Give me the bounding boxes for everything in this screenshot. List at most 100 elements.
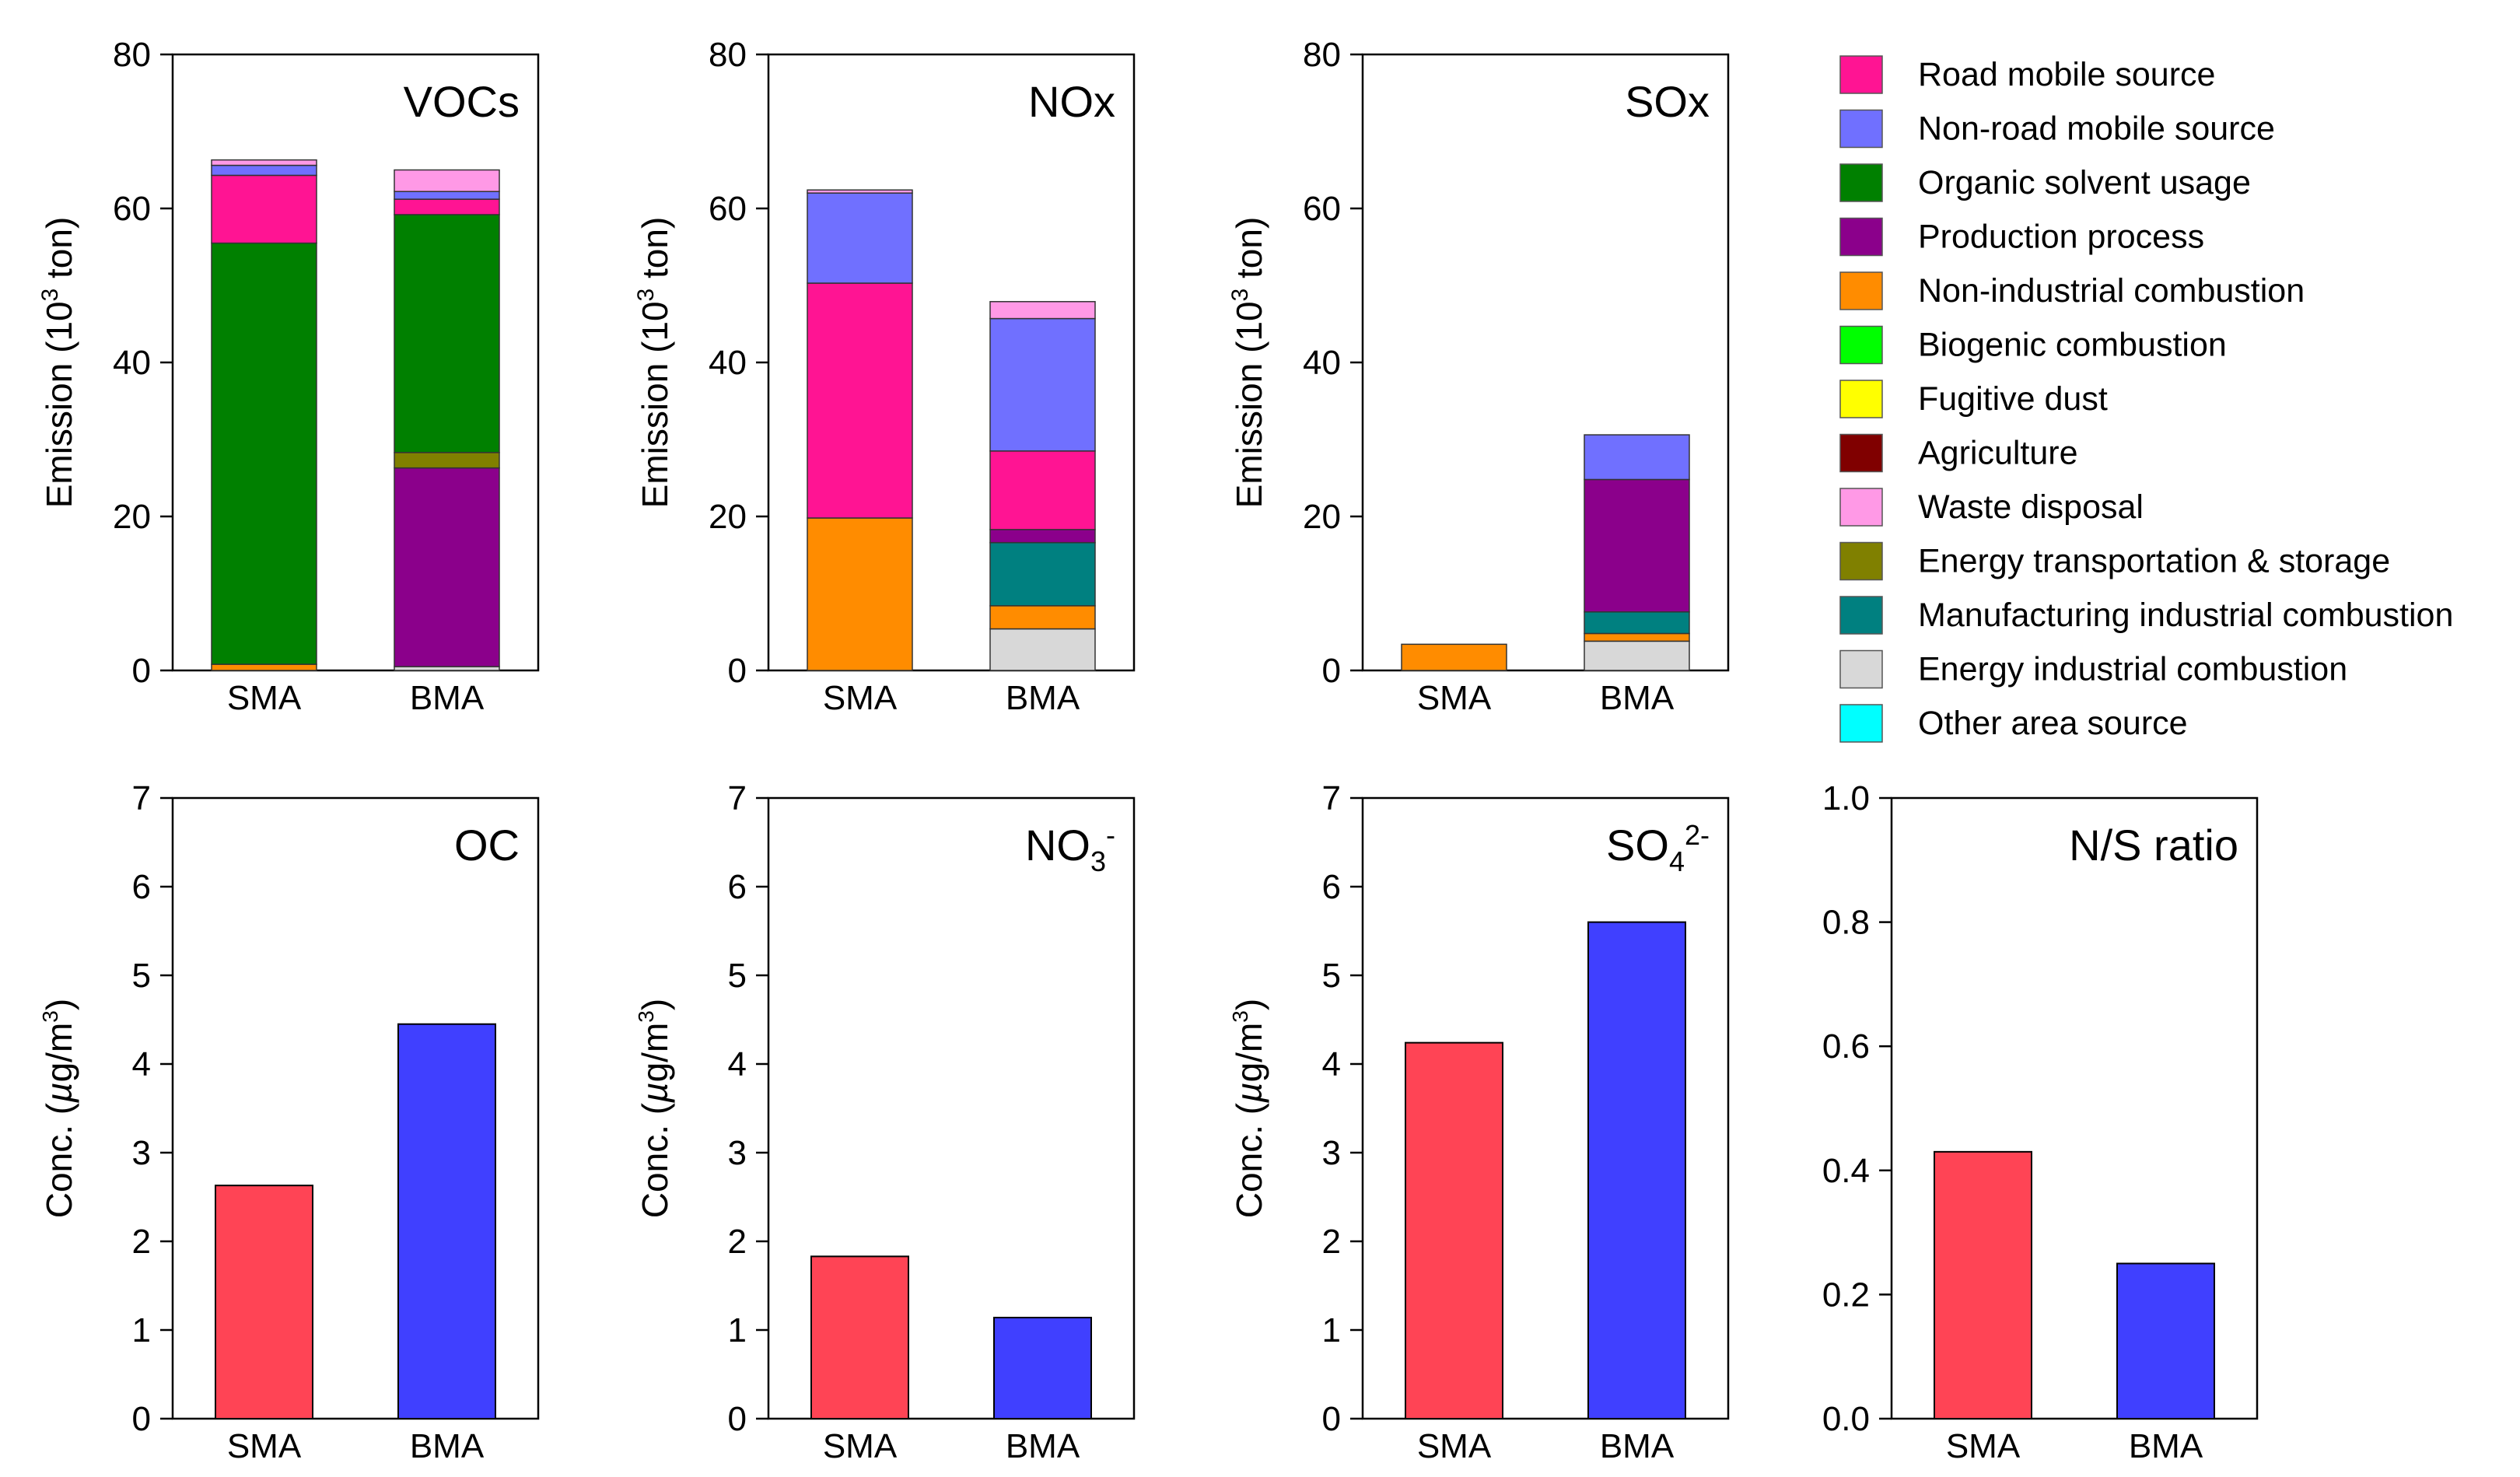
y-axis-label: Conc. (µg/m3) <box>38 999 79 1218</box>
y-tick-label: 3 <box>1322 1134 1341 1172</box>
y-tick-label: 60 <box>1303 190 1341 228</box>
y-tick-label: 0 <box>1322 1400 1341 1438</box>
y-tick-label: 0.6 <box>1822 1027 1870 1066</box>
y-tick-label: 20 <box>709 498 747 536</box>
y-tick-label: 1.0 <box>1822 779 1870 817</box>
x-tick-label: SMA <box>1417 679 1492 717</box>
bar <box>2116 1262 2215 1419</box>
x-tick-label: BMA <box>1006 1427 1080 1465</box>
bar-segment <box>394 467 500 667</box>
y-tick-label: 3 <box>132 1134 151 1172</box>
y-tick-label: 3 <box>728 1134 747 1172</box>
y-tick-label: 0.4 <box>1822 1152 1870 1190</box>
legend-label: Waste disposal <box>1918 488 2144 526</box>
y-tick-label: 0.2 <box>1822 1276 1870 1314</box>
y-tick-label: 7 <box>132 779 151 817</box>
y-tick-label: 80 <box>709 36 747 74</box>
bar-segment <box>807 517 913 671</box>
y-tick-label: 0.8 <box>1822 904 1870 942</box>
legend-swatch <box>1839 163 1883 202</box>
bar <box>1934 1150 2032 1419</box>
y-tick-label: 20 <box>1303 498 1341 536</box>
bar-segment <box>211 164 317 177</box>
bar <box>215 1185 313 1420</box>
bar-segment <box>1584 434 1690 481</box>
bar-segment <box>989 317 1096 452</box>
bar-segment <box>1584 632 1690 642</box>
bar-segment <box>989 541 1096 607</box>
panel-ns-ratio: 0.0 0.2 0.4 0.6 0.8 1.0 SMA BMA N/S ratio <box>1822 779 2259 1465</box>
plot-frame <box>1361 796 1730 1420</box>
x-tick-label: BMA <box>410 679 485 717</box>
y-tick-label: 7 <box>1322 779 1341 817</box>
plot-frame <box>171 796 540 1420</box>
y-tick-label: 6 <box>132 868 151 906</box>
legend-swatch <box>1839 649 1883 689</box>
bar-segment <box>394 214 500 453</box>
legend-swatch <box>1839 109 1883 149</box>
legend-label: Agriculture <box>1918 435 2078 472</box>
legend-swatch <box>1839 217 1883 257</box>
bar <box>993 1317 1092 1420</box>
legend-swatch <box>1839 380 1883 418</box>
panel-vocs: 0 20 40 60 80 SMA BMA VOCs Emission (103 ton) <box>37 36 540 717</box>
y-tick-label: 5 <box>1322 957 1341 995</box>
bar-segment <box>1584 611 1690 635</box>
y-axis-label: Emission (103 ton) <box>633 217 675 509</box>
bar-segment <box>394 169 500 192</box>
y-tick-label: 0 <box>1322 652 1341 690</box>
bar-segment <box>989 450 1096 530</box>
y-tick-label: 5 <box>728 957 747 995</box>
bar <box>397 1023 496 1419</box>
bar <box>1405 1041 1503 1419</box>
y-tick-label: 1 <box>132 1311 151 1349</box>
y-tick-label: 0 <box>132 1400 151 1438</box>
panel-so4: 0 1 2 3 4 5 6 7 SMA BMA SO42- Conc. (µg/m3) <box>1228 779 1730 1465</box>
panel-title: NO3- <box>1025 819 1115 877</box>
y-tick-label: 6 <box>728 868 747 906</box>
bar-segment <box>989 301 1096 320</box>
bar-segment <box>1584 640 1690 671</box>
panel-title: N/S ratio <box>2069 821 2238 870</box>
panel-oc: 0 1 2 3 4 5 6 7 SMA BMA OC Conc. (µg/m3) <box>38 779 540 1465</box>
y-tick-label: 80 <box>113 36 151 74</box>
y-tick-label: 6 <box>1322 868 1341 906</box>
panel-title: NOx <box>1028 77 1115 126</box>
y-axis-label: Emission (103 ton) <box>37 217 79 509</box>
legend-swatch <box>1839 488 1883 527</box>
legend-swatch <box>1839 704 1883 743</box>
y-tick-label: 1 <box>728 1311 747 1349</box>
y-tick-label: 4 <box>1322 1045 1341 1083</box>
bar-segment <box>1401 643 1507 671</box>
y-tick-label: 80 <box>1303 36 1341 74</box>
x-tick-label: BMA <box>1600 679 1675 717</box>
panel-title: SOx <box>1625 77 1710 126</box>
bar-segment <box>989 605 1096 630</box>
bar-segment <box>211 174 317 244</box>
legend-label: Organic solvent usage <box>1918 164 2251 201</box>
bar-segment <box>211 159 317 166</box>
x-tick-label: SMA <box>1946 1427 2021 1465</box>
legend-label: Production process <box>1918 219 2204 256</box>
legend-swatch <box>1839 55 1883 94</box>
x-tick-label: BMA <box>2129 1427 2203 1465</box>
y-tick-label: 60 <box>113 190 151 228</box>
bar-segment <box>807 192 913 284</box>
x-tick-label: SMA <box>823 1427 898 1465</box>
legend-label: Other area source <box>1918 705 2188 742</box>
y-tick-label: 2 <box>728 1223 747 1261</box>
y-tick-label: 4 <box>728 1045 747 1083</box>
y-axis-label: Conc. (µg/m3) <box>634 999 675 1218</box>
panel-title: OC <box>454 821 520 870</box>
y-tick-label: 0 <box>728 652 747 690</box>
legend-swatch <box>1839 433 1883 473</box>
legend-label: Manufacturing industrial combustion <box>1918 597 2453 634</box>
panel-sox: 0 20 40 60 80 SMA BMA SOx Emission (103 ton) <box>1227 36 1730 717</box>
y-tick-label: 4 <box>132 1045 151 1083</box>
y-tick-label: 1 <box>1322 1311 1341 1349</box>
x-tick-label: BMA <box>1600 1427 1675 1465</box>
bar <box>1587 921 1686 1419</box>
panel-no3: 0 1 2 3 4 5 6 7 SMA BMA NO3- Conc. (µg/m3) <box>634 779 1136 1465</box>
legend-label: Energy industrial combustion <box>1918 651 2347 688</box>
